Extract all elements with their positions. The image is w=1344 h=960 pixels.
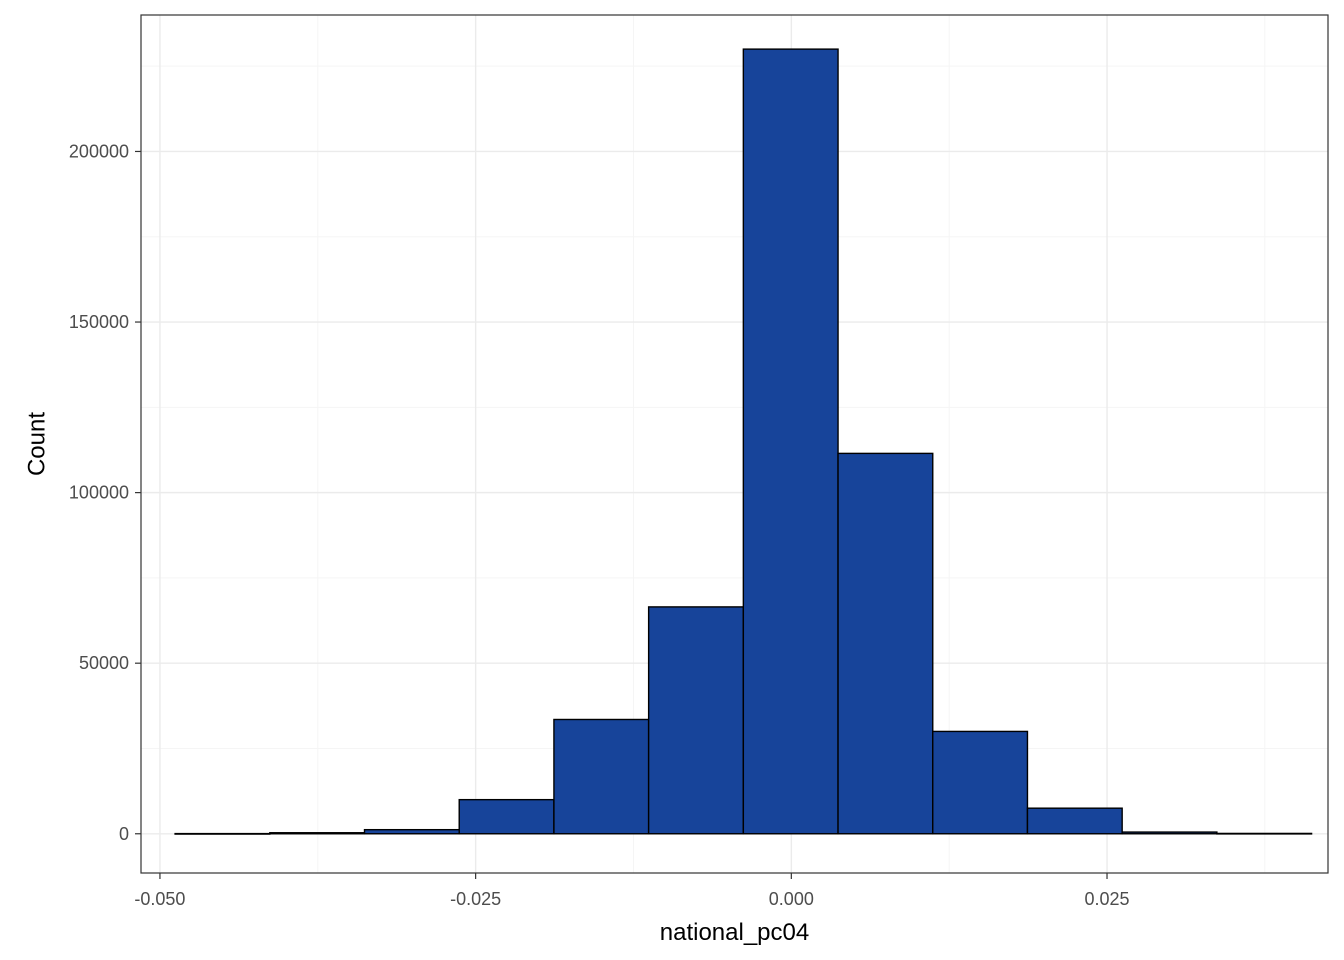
y-tick-label: 150000 [69,312,129,332]
histogram-bar [647,606,745,835]
histogram-bar [363,828,460,835]
histogram-bar [458,798,555,835]
histogram-bar [1216,832,1313,835]
histogram-bar [1026,807,1123,835]
histogram-bar [174,832,271,835]
x-tick-label: 0.025 [1084,889,1129,909]
histogram-bar [742,48,839,835]
y-tick-label: 200000 [69,141,129,161]
histogram-bar [553,718,650,835]
x-tick-label: -0.050 [134,889,185,909]
y-tick-label: 50000 [79,653,129,673]
x-tick-label: 0.000 [769,889,814,909]
y-tick-label: 100000 [69,483,129,503]
x-axis-ticks: -0.050 -0.025 0.000 0.025 [134,873,1130,909]
histogram-bar [837,452,934,835]
histogram-bar [932,730,1029,835]
histogram-bar [269,832,366,835]
histogram-bar [1121,831,1218,835]
x-axis-title: national_pc04 [660,919,809,946]
panel-border [140,14,1329,874]
histogram-bars [174,48,1313,835]
y-axis-title: Count [23,412,50,476]
y-axis-ticks: 0 50000 100000 150000 200000 [69,141,141,844]
x-tick-label: -0.025 [450,889,501,909]
y-tick-label: 0 [119,824,129,844]
